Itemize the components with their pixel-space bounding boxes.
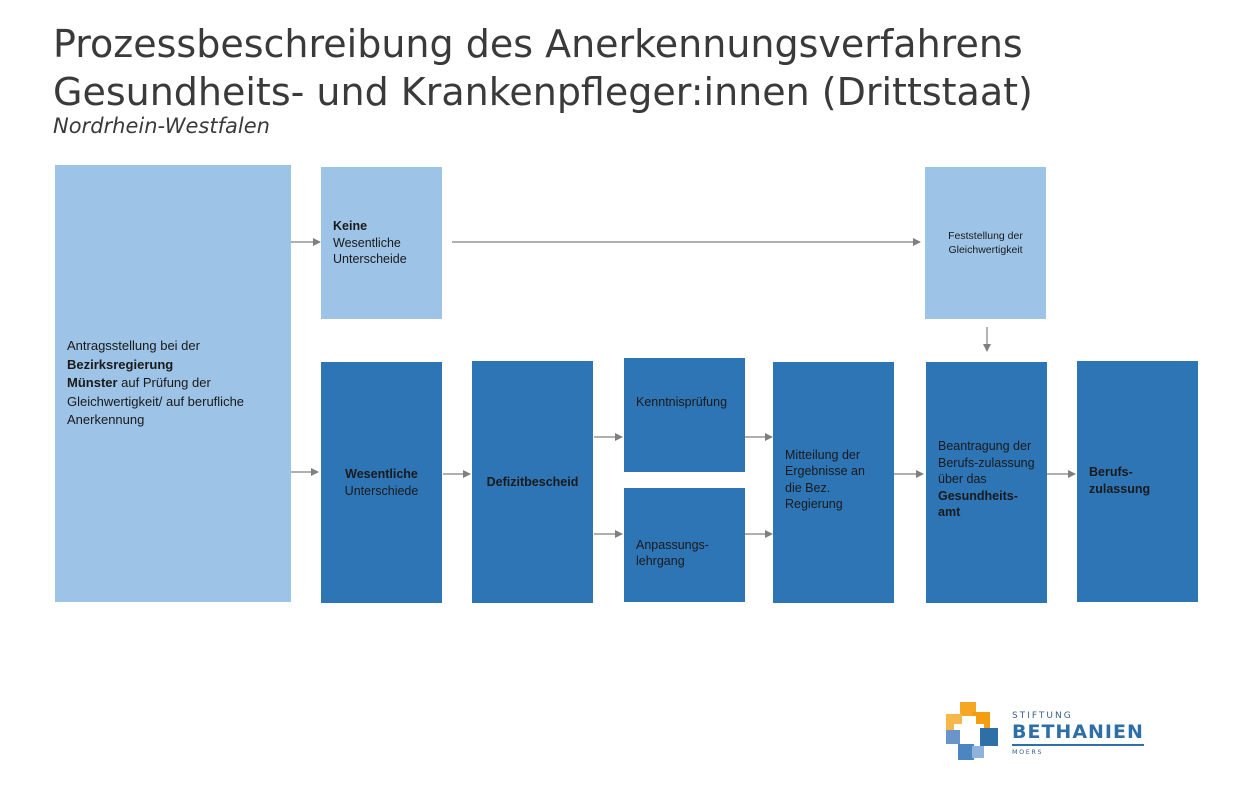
- keine-bold: Keine: [333, 219, 368, 234]
- node-wesentliche-unterschiede: Wesentliche Unterschiede: [321, 362, 442, 603]
- node-feststellung-gleichwertigkeit: Feststellung der Gleichwertigkeit: [925, 167, 1046, 319]
- title-line-2: Gesundheits- und Krankenpfleger:innen (D…: [53, 70, 1033, 114]
- wesentliche-text: Unterschiede: [344, 483, 419, 498]
- feststellung-text: Feststellung der Gleichwertigkeit: [948, 230, 1023, 256]
- antrag-bold-2: Münster: [67, 375, 118, 391]
- node-kenntnispruefung: Kenntnisprüfung: [624, 358, 745, 472]
- node-beantragung-berufszulassung: Beantragung der Berufs-zulassung über da…: [926, 362, 1047, 603]
- logo-text: STIFTUNG BETHANIEN MOERS: [1012, 711, 1144, 756]
- defizit-bold: Defizitbescheid: [486, 474, 579, 489]
- antrag-text-2: auf Prüfung der Gleichwertigkeit/ auf be…: [67, 375, 245, 428]
- node-mitteilung-ergebnisse: Mitteilung der Ergebnisse an die Bez. Re…: [773, 362, 894, 603]
- page-subtitle: Nordrhein-Westfalen: [53, 114, 270, 138]
- mitteilung-text: Mitteilung der Ergebnisse an die Bez. Re…: [785, 447, 865, 512]
- cross-logo-icon: [946, 702, 998, 760]
- beantragung-text: Beantragung der Berufs-zulassung über da…: [938, 439, 1035, 487]
- wesentliche-bold: Wesentliche: [345, 467, 418, 481]
- keine-text: Wesentliche Unterscheide: [333, 235, 407, 267]
- anpassung-text: Anpassungs-lehrgang: [636, 537, 709, 569]
- logo-stiftung: STIFTUNG: [1012, 711, 1073, 721]
- zulassung-bold: Berufs-zulassung: [1089, 465, 1151, 496]
- node-defizitbescheid: Defizitbescheid: [472, 361, 593, 603]
- node-anpassungslehrgang: Anpassungs-lehrgang: [624, 488, 745, 602]
- antrag-text-1: Antragsstellung bei der: [67, 338, 200, 354]
- kenntnis-text: Kenntnisprüfung: [636, 394, 728, 409]
- logo-bethanien: BETHANIEN: [1012, 721, 1144, 746]
- node-berufszulassung: Berufs-zulassung: [1077, 361, 1198, 602]
- node-keine-wesentliche-unterscheide: Keine Wesentliche Unterscheide: [321, 167, 442, 319]
- beantragung-bold: Gesundheits-amt: [938, 488, 1018, 520]
- page-title: Prozessbeschreibung des Anerkennungsverf…: [53, 20, 1153, 116]
- title-line-1: Prozessbeschreibung des Anerkennungsverf…: [53, 22, 1023, 66]
- node-antragsstellung: Antragsstellung bei der Bezirksregierung…: [55, 165, 291, 602]
- antrag-bold-1: Bezirksregierung: [67, 356, 174, 372]
- logo-moers: MOERS: [1012, 748, 1043, 756]
